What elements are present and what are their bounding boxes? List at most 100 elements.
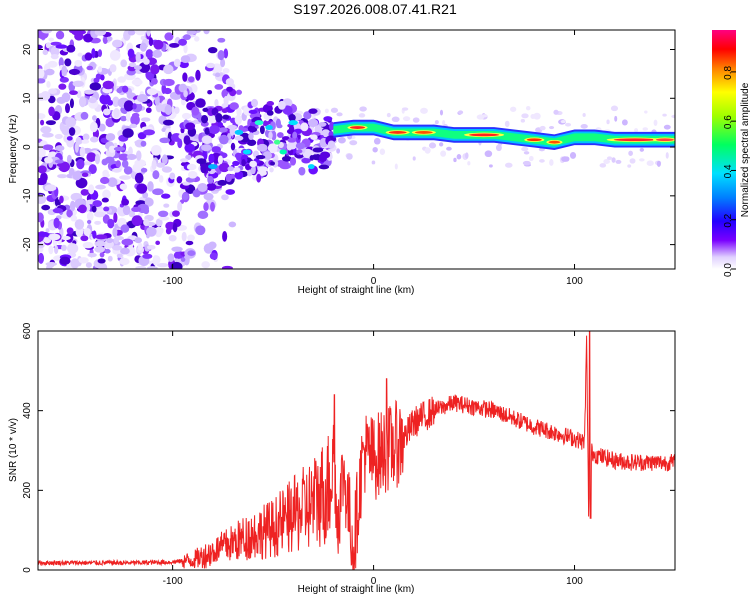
noise-blob	[38, 113, 46, 120]
transition-blob	[318, 154, 327, 163]
noise-blob	[228, 221, 237, 228]
noise-blob	[152, 170, 160, 180]
noise-blob	[88, 184, 95, 195]
noise-blob	[180, 257, 186, 262]
faint-blob	[663, 124, 671, 130]
noise-blob	[126, 153, 137, 161]
faint-blob	[391, 116, 400, 123]
spectrogram-x-label: Height of straight line (km)	[298, 285, 415, 296]
transition-blob	[250, 167, 256, 175]
tone-core	[349, 126, 366, 129]
noise-blob	[119, 175, 131, 180]
noise-blob	[135, 150, 142, 161]
hotspot-blob	[265, 125, 273, 131]
snr-y-tick-label: 0	[22, 567, 33, 573]
faint-blob	[457, 110, 464, 115]
faint-blob	[656, 160, 661, 167]
transition-blob	[185, 122, 196, 131]
noise-blob	[135, 265, 147, 269]
faint-blob	[644, 110, 648, 114]
transition-blob	[311, 114, 316, 120]
transition-blob	[230, 142, 236, 151]
noise-blob	[158, 227, 164, 234]
faint-blob	[379, 148, 386, 155]
noise-blob	[70, 215, 78, 222]
noise-blob	[172, 222, 178, 233]
noise-blob	[187, 76, 195, 83]
faint-blob	[569, 151, 577, 159]
noise-blob	[78, 204, 87, 214]
transition-blob	[301, 157, 311, 164]
transition-blob	[183, 89, 188, 98]
faint-blob	[671, 114, 675, 119]
noise-blob	[217, 50, 225, 61]
snr-frame	[37, 330, 676, 571]
colorbar-label: Normalized spectral amplitude	[740, 82, 750, 217]
noise-blob	[203, 243, 214, 254]
noise-blob	[98, 123, 106, 132]
spectrogram-y-tick-label: 0	[22, 144, 33, 150]
transition-blob	[184, 143, 195, 153]
snr-y-tick-label: 400	[22, 402, 33, 419]
faint-blob	[439, 142, 444, 147]
noise-blob	[112, 167, 122, 173]
noise-blob	[91, 205, 97, 213]
noise-blob	[48, 37, 54, 42]
noise-blob	[102, 189, 111, 200]
snr-x-label: Height of straight line (km)	[298, 584, 415, 595]
noise-blob	[129, 123, 138, 129]
noise-blob	[195, 69, 201, 81]
transition-blob	[206, 182, 217, 191]
noise-blob	[89, 121, 98, 133]
noise-blob	[183, 43, 188, 54]
noise-blob	[101, 197, 109, 203]
noise-blob	[45, 68, 55, 76]
noise-blob	[87, 252, 97, 258]
transition-blob	[202, 107, 209, 113]
faint-blob	[337, 137, 346, 144]
noise-blob	[79, 96, 87, 108]
faint-blob	[646, 160, 654, 166]
noise-blob	[41, 30, 53, 34]
transition-blob	[256, 173, 262, 183]
transition-blob	[185, 154, 192, 160]
faint-blob	[639, 158, 645, 162]
noise-blob	[66, 227, 74, 235]
noise-blob	[156, 263, 169, 268]
noise-blob	[162, 119, 174, 126]
hotspot-blob	[279, 149, 287, 155]
faint-blob	[386, 112, 391, 118]
noise-blob	[112, 96, 120, 108]
faint-blob	[603, 158, 610, 165]
hotspot-blob	[254, 120, 264, 126]
noise-blob	[72, 80, 85, 87]
noise-blob	[122, 128, 134, 138]
spectrogram-y-tick-label: -20	[22, 237, 33, 252]
transition-blob	[234, 152, 242, 159]
transition-blob	[197, 182, 208, 192]
noise-blob	[209, 252, 218, 260]
faint-blob	[561, 156, 569, 162]
noise-blob	[177, 201, 183, 212]
faint-blob	[522, 160, 531, 166]
spectrogram-y-label: Frequency (Hz)	[8, 115, 19, 184]
tone-core	[655, 138, 674, 142]
spectrogram-x-tick-label: 0	[371, 276, 377, 287]
noise-blob	[97, 49, 103, 57]
noise-blob	[131, 215, 143, 227]
noise-blob	[134, 237, 142, 244]
noise-blob	[48, 88, 58, 94]
transition-blob	[191, 106, 200, 116]
noise-blob	[217, 37, 226, 43]
colorbar-tick-label: 0.4	[723, 164, 734, 178]
noise-blob	[94, 211, 106, 218]
noise-blob	[91, 48, 96, 59]
colorbar-tick-label: 0.8	[723, 65, 734, 79]
faint-blob	[359, 106, 367, 112]
transition-blob	[201, 135, 213, 144]
noise-blob	[56, 96, 67, 104]
noise-blob	[86, 219, 92, 224]
noise-blob	[143, 58, 150, 65]
transition-blob	[225, 173, 232, 183]
noise-blob	[182, 34, 191, 41]
